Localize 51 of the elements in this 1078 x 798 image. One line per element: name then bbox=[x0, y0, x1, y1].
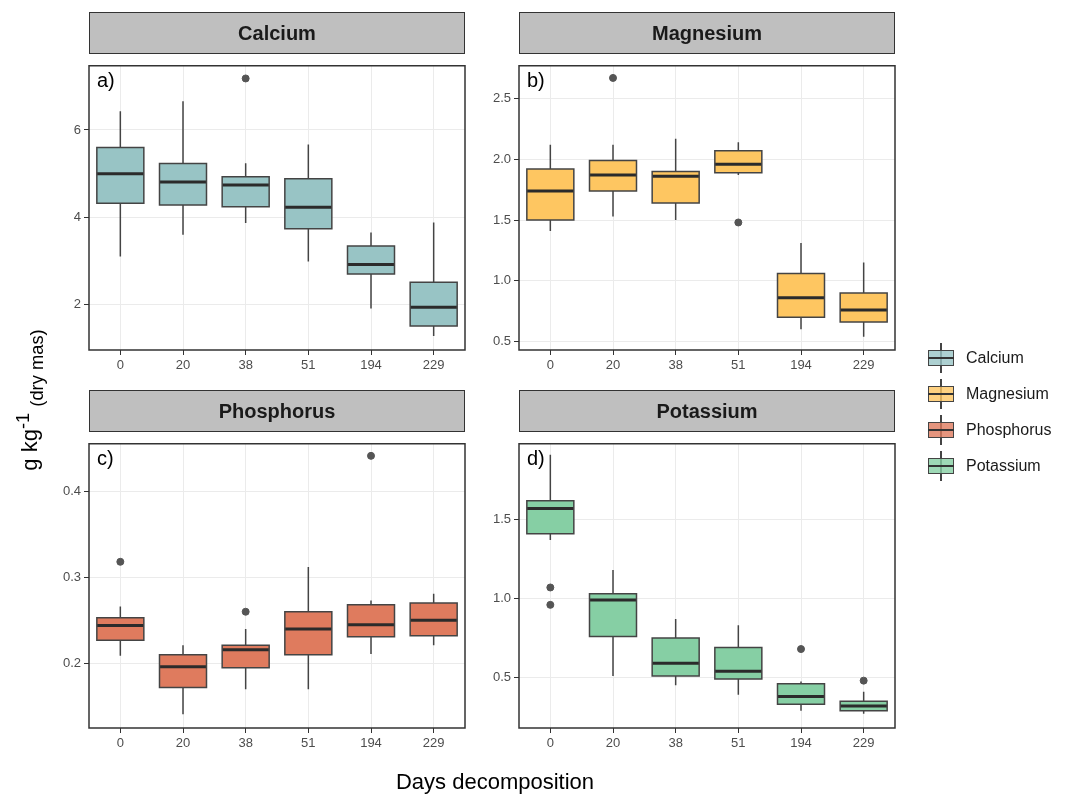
annotation: c) bbox=[97, 447, 114, 470]
y-tick-label: 1.0 bbox=[492, 272, 511, 288]
y-tick-label: 0.5 bbox=[492, 333, 511, 349]
chart-title: Calcium bbox=[89, 12, 465, 54]
x-tick-label: 20 bbox=[175, 357, 191, 373]
x-tick-label: 20 bbox=[175, 735, 191, 751]
x-tick-label: 0 bbox=[116, 735, 124, 751]
x-tick-label: 20 bbox=[605, 357, 621, 373]
legend-label: Potassium bbox=[966, 457, 1041, 475]
x-tick-label: 229 bbox=[852, 735, 875, 751]
y-tick-label: 1.5 bbox=[492, 211, 511, 227]
x-tick-label: 38 bbox=[238, 735, 253, 751]
legend-label: Calcium bbox=[966, 349, 1024, 367]
y-tick-label: 4 bbox=[73, 208, 81, 224]
x-tick-label: 194 bbox=[790, 357, 812, 373]
chart-title: Phosphorus bbox=[89, 390, 465, 432]
chart-title: Magnesium bbox=[519, 12, 895, 54]
y-tick-label: 1.5 bbox=[492, 511, 511, 527]
x-axis-title: Days decomposition bbox=[395, 769, 595, 795]
x-tick-label: 51 bbox=[731, 357, 746, 373]
y-tick-label: 2.0 bbox=[492, 150, 511, 166]
x-tick-label: 20 bbox=[605, 735, 621, 751]
chart-title: Potassium bbox=[519, 390, 895, 432]
annotation: b) bbox=[527, 69, 545, 92]
y-tick-label: 0.3 bbox=[62, 568, 81, 584]
y-tick-label: 0.4 bbox=[62, 482, 81, 498]
x-tick-label: 38 bbox=[668, 735, 683, 751]
annotation: a) bbox=[97, 69, 115, 92]
annotation: d) bbox=[527, 447, 545, 470]
x-tick-label: 51 bbox=[301, 735, 316, 751]
x-tick-label: 0 bbox=[116, 357, 124, 373]
x-tick-label: 194 bbox=[790, 735, 812, 751]
x-tick-label: 194 bbox=[360, 735, 382, 751]
x-tick-label: 229 bbox=[422, 735, 445, 751]
legend-label: Phosphorus bbox=[966, 421, 1052, 439]
legend-label: Magnesium bbox=[966, 385, 1049, 403]
y-tick-label: 6 bbox=[73, 121, 81, 137]
x-tick-label: 229 bbox=[422, 357, 445, 373]
x-tick-label: 51 bbox=[301, 357, 316, 373]
x-tick-label: 229 bbox=[852, 357, 875, 373]
x-tick-label: 194 bbox=[360, 357, 382, 373]
x-tick-label: 51 bbox=[731, 735, 746, 751]
y-tick-label: 2.5 bbox=[492, 90, 511, 106]
x-tick-label: 38 bbox=[668, 357, 683, 373]
y-tick-label: 0.5 bbox=[492, 669, 511, 685]
y-tick-label: 1.0 bbox=[492, 590, 511, 606]
x-tick-label: 38 bbox=[238, 357, 253, 373]
x-tick-label: 0 bbox=[546, 735, 554, 751]
y-tick-label: 0.2 bbox=[62, 654, 81, 670]
x-tick-label: 0 bbox=[546, 357, 554, 373]
y-tick-label: 2 bbox=[73, 296, 81, 312]
